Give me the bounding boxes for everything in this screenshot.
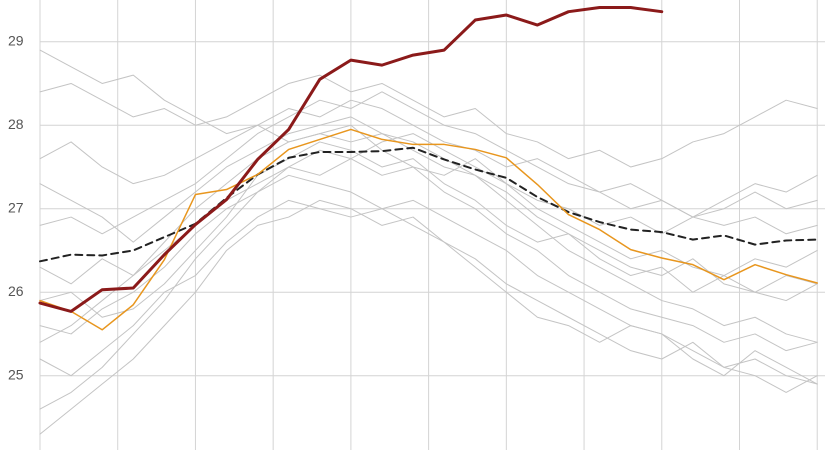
- series-line: [39, 133, 818, 343]
- series-line: [39, 199, 818, 435]
- series-line: [39, 146, 819, 263]
- y-tick-label: 27: [8, 199, 24, 215]
- y-tick-label: 28: [8, 116, 24, 132]
- series-line: [39, 99, 818, 218]
- series-line: [39, 149, 818, 352]
- y-tick-label: 29: [8, 32, 24, 48]
- y-tick-label: 26: [8, 283, 24, 299]
- series-line: [39, 116, 818, 293]
- series-line: [39, 49, 818, 235]
- series-line: [38, 6, 664, 313]
- series-line: [39, 74, 818, 168]
- y-tick-label: 25: [8, 366, 24, 382]
- series-line: [39, 174, 818, 410]
- series-line: [39, 133, 818, 302]
- series-line: [39, 199, 818, 393]
